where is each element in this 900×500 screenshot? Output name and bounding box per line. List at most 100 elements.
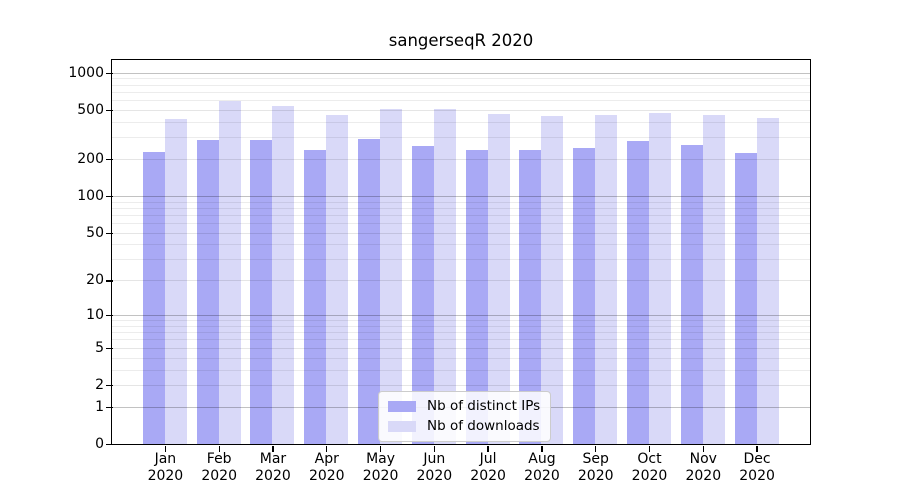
legend-swatch-distinct-ips: [388, 401, 416, 412]
y-tickmark-100: [105, 195, 113, 198]
bar-nb-of-downloads-feb: [218, 101, 241, 444]
y-tick-label-1000: 1000: [68, 64, 104, 81]
gridline-minor: [112, 320, 810, 322]
gridline-200: [112, 159, 810, 161]
bar-nb-of-distinct-ips-apr: [304, 149, 327, 444]
gridline-minor: [112, 201, 810, 203]
x-tickmark-jul: [487, 446, 489, 452]
gridline-minor: [112, 91, 810, 93]
gridline-50: [112, 232, 810, 234]
bar-nb-of-distinct-ips-oct: [627, 141, 649, 444]
bar-nb-of-downloads-dec: [756, 118, 779, 444]
y-tickmark-1: [105, 406, 113, 408]
bar-nb-of-distinct-ips-dec: [734, 152, 757, 444]
x-tick-label-sep: Sep 2020: [577, 450, 614, 484]
gridline-minor: [112, 332, 810, 334]
gridline-minor: [112, 214, 810, 216]
x-tick-label-feb: Feb 2020: [201, 450, 237, 484]
gridline-1000: [112, 72, 810, 75]
y-tick-label-10: 10: [86, 307, 104, 324]
x-tickmark-feb: [218, 446, 220, 452]
gridline-minor: [112, 357, 810, 359]
x-tick-label-jul: Jul 2020: [470, 450, 506, 484]
gridline-minor: [112, 339, 810, 341]
bar-nb-of-downloads-jan: [164, 119, 187, 444]
gridline-20: [112, 280, 810, 282]
y-tick-label-2: 2: [95, 376, 104, 393]
y-tick-label-20: 20: [86, 272, 104, 289]
y-tick-label-50: 50: [86, 224, 104, 241]
legend-item-distinct-ips: Nb of distinct IPs: [388, 399, 540, 414]
gridline-minor: [112, 121, 810, 123]
x-tickmark-aug: [541, 446, 543, 452]
legend-item-downloads: Nb of downloads: [388, 419, 540, 434]
gridline-minor: [112, 100, 810, 102]
plot-area: [111, 58, 811, 445]
x-tickmark-nov: [702, 446, 704, 452]
gridline-minor: [112, 207, 810, 209]
gridline-10: [112, 315, 810, 317]
x-tickmark-dec: [756, 446, 758, 452]
x-tick-label-dec: Dec 2020: [739, 450, 775, 484]
bar-nb-of-distinct-ips-jul: [465, 150, 488, 444]
y-tickmark-10: [105, 314, 113, 317]
gridline-minor: [112, 84, 810, 86]
x-tickmark-apr: [326, 446, 328, 452]
bar-nb-of-distinct-ips-sep: [573, 148, 596, 444]
gridline-500: [112, 109, 810, 111]
x-tickmark-oct: [648, 446, 651, 452]
x-tickmark-jan: [164, 446, 167, 452]
gridline-minor: [112, 325, 810, 327]
x-tick-label-oct: Oct 2020: [631, 450, 668, 484]
bar-nb-of-downloads-nov: [702, 114, 725, 444]
bar-nb-of-downloads-aug: [541, 116, 564, 444]
x-tick-label-apr: Apr 2020: [308, 450, 345, 484]
y-tickmark-0: [105, 443, 113, 446]
x-tick-label-may: May 2020: [362, 450, 399, 484]
y-tick-label-1: 1: [95, 398, 104, 415]
y-tickmark-20: [105, 280, 113, 282]
gridline-5: [112, 347, 810, 349]
y-tick-label-0: 0: [95, 436, 104, 452]
x-tick-label-aug: Aug 2020: [524, 450, 560, 484]
y-tick-label-100: 100: [77, 188, 104, 204]
gridline-minor: [112, 259, 810, 261]
y-tickmark-50: [105, 232, 113, 234]
y-tick-label-200: 200: [77, 151, 104, 168]
y-tickmark-1000: [105, 72, 113, 74]
legend: Nb of distinct IPs Nb of downloads: [378, 391, 552, 442]
y-tickmark-200: [105, 158, 113, 161]
bar-nb-of-downloads-may: [380, 108, 403, 444]
bar-nb-of-downloads-apr: [326, 115, 349, 444]
x-tickmark-may: [379, 446, 382, 452]
y-tickmark-2: [105, 384, 113, 387]
legend-swatch-downloads: [388, 421, 416, 432]
x-tickmark-mar: [272, 446, 274, 452]
bar-nb-of-downloads-oct: [649, 112, 671, 444]
bar-nb-of-distinct-ips-may: [358, 138, 381, 444]
y-tickmark-5: [105, 347, 113, 349]
y-tickmark-500: [105, 109, 113, 112]
bar-nb-of-distinct-ips-aug: [519, 150, 542, 444]
bar-nb-of-distinct-ips-nov: [680, 145, 703, 444]
x-tick-label-mar: Mar 2020: [255, 450, 291, 484]
x-tickmark-sep: [595, 446, 597, 452]
legend-label-distinct-ips: Nb of distinct IPs: [427, 398, 541, 414]
bar-nb-of-distinct-ips-mar: [250, 140, 273, 444]
x-tick-label-nov: Nov 2020: [685, 450, 722, 484]
gridline-2: [112, 384, 810, 386]
chart-title: sangerseqR 2020: [388, 31, 534, 50]
gridline-minor: [112, 369, 810, 371]
bar-nb-of-distinct-ips-jun: [411, 146, 434, 444]
x-tick-label-jan: Jan 2020: [147, 450, 184, 484]
bar-nb-of-downloads-jun: [433, 108, 456, 444]
bar-nb-of-downloads-jul: [487, 113, 510, 444]
gridline-minor: [112, 244, 810, 246]
y-tick-label-500: 500: [77, 101, 104, 118]
legend-label-downloads: Nb of downloads: [427, 418, 540, 434]
bar-nb-of-distinct-ips-feb: [196, 140, 219, 444]
x-tick-label-jun: Jun 2020: [416, 450, 453, 484]
gridline-minor: [112, 223, 810, 225]
y-tick-label-5: 5: [95, 339, 104, 356]
